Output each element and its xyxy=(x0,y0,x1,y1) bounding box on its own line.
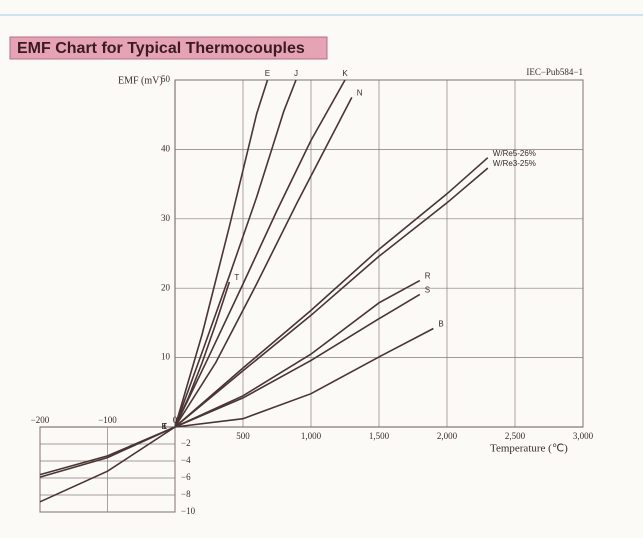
y-tick-label: −4 xyxy=(181,455,191,465)
y-tick-label: −2 xyxy=(181,438,191,448)
series-label: E xyxy=(162,422,167,431)
series-label: T xyxy=(234,273,239,282)
series-label: E xyxy=(265,69,270,78)
y-tick-label: 50 xyxy=(161,74,171,84)
annotation: IEC−Pub584−1 xyxy=(526,67,583,77)
series-line xyxy=(174,281,231,428)
series-label: J xyxy=(294,69,298,78)
series-line xyxy=(174,279,421,428)
series-line xyxy=(39,426,176,503)
y-tick-label: −8 xyxy=(181,489,191,499)
series-label: N xyxy=(357,88,363,97)
series-label: T xyxy=(162,422,167,431)
y-tick-label: 20 xyxy=(161,282,171,292)
y-tick-label: 30 xyxy=(161,213,171,223)
series-label: W/Re3-25% xyxy=(493,159,536,168)
x-tick-label: 2,500 xyxy=(505,431,526,441)
series-line xyxy=(174,79,269,428)
series-line xyxy=(174,327,434,428)
x-tick-label: 500 xyxy=(236,431,250,441)
series-line xyxy=(174,97,353,428)
series-line xyxy=(174,293,421,428)
y-axis-label: EMF (mV) xyxy=(118,75,163,86)
y-tick-label: −6 xyxy=(181,472,191,482)
x-tick-label: −100 xyxy=(98,415,117,425)
y-tick-label: 40 xyxy=(161,143,171,153)
series-label: K xyxy=(342,69,348,78)
series-line xyxy=(174,79,346,428)
series-label: R xyxy=(425,272,431,281)
x-tick-label: 3,000 xyxy=(573,431,594,441)
series-label: K xyxy=(162,422,168,431)
title-box xyxy=(9,36,328,60)
series-line xyxy=(174,79,297,428)
x-axis-label: Temperature (℃) xyxy=(490,443,568,455)
series-line xyxy=(39,426,176,476)
series-line xyxy=(174,157,489,428)
series-label: B xyxy=(438,320,443,329)
series-line xyxy=(174,167,489,428)
y-tick-label: 10 xyxy=(161,352,171,362)
series-label: W/Re5-26% xyxy=(493,149,536,158)
chart-title: EMF Chart for Typical Thermocouples xyxy=(17,40,305,57)
x-tick-label: −200 xyxy=(31,415,50,425)
series-label: S xyxy=(425,286,430,295)
y-tick-label: −10 xyxy=(181,506,196,516)
x-tick-label: 1,000 xyxy=(301,431,322,441)
x-tick-label: 0 xyxy=(173,415,178,425)
x-tick-label: 2,000 xyxy=(437,431,458,441)
x-tick-label: 1,500 xyxy=(369,431,390,441)
